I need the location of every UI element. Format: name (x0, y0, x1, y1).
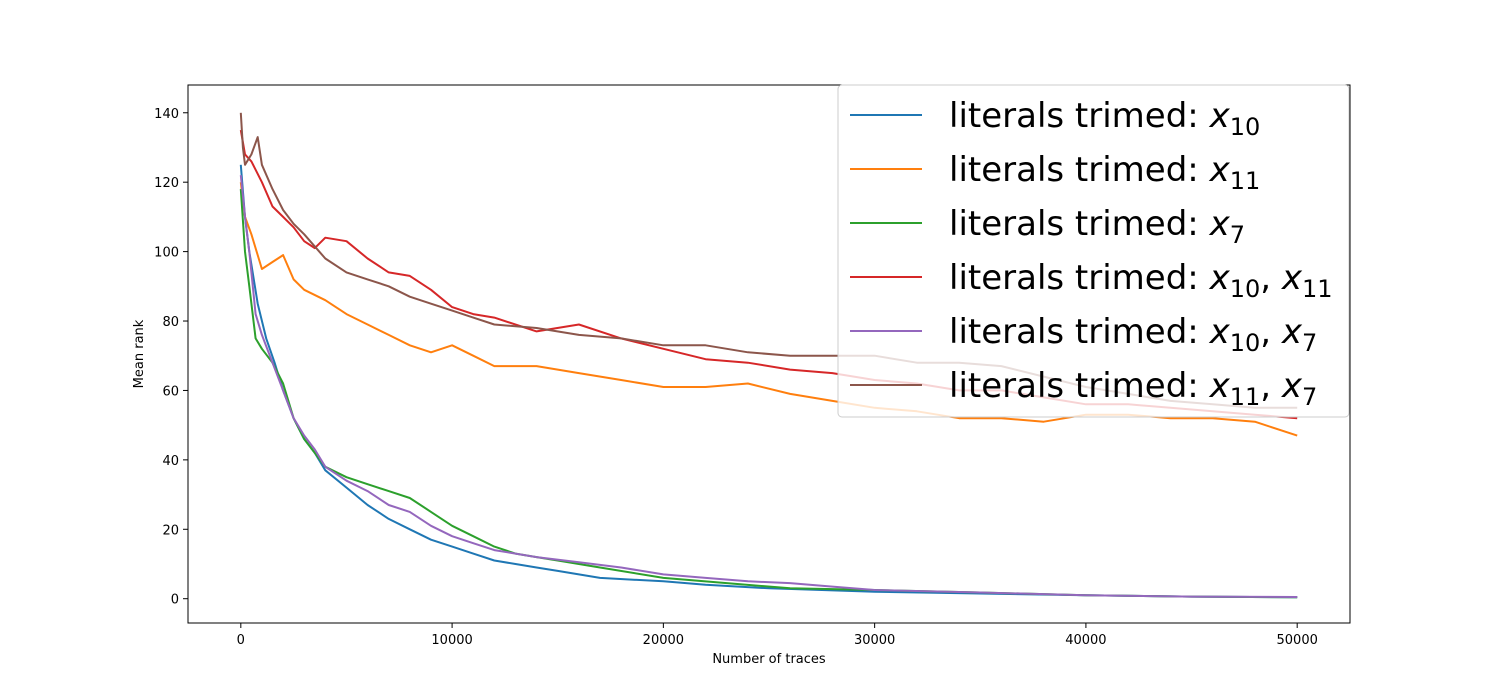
y-tick-label: 0 (171, 593, 179, 608)
legend: literals trimed: x10​ literals trimed: x1… (837, 84, 1350, 418)
legend-entry-5: literals trimed: x10​, x7​ (949, 312, 1317, 357)
legend-entry-6: literals trimed: x11​, x7​ (949, 366, 1317, 411)
legend-entry-2: literals trimed: x11​ (949, 150, 1260, 195)
series-line-5 (239, 175, 1298, 598)
y-tick-label: 60 (162, 384, 179, 399)
y-axis-label: Mean rank (132, 319, 147, 388)
x-tick-label: 20000 (643, 633, 684, 648)
legend-entry-1: literals trimed: x10​ (949, 96, 1260, 141)
y-tick-label: 80 (162, 315, 179, 330)
y-axis-ticks: 0 20 40 60 80 100 120 140 (154, 107, 188, 608)
legend-entry-3: literals trimed: x7​ (949, 204, 1245, 249)
y-tick-label: 40 (162, 454, 179, 469)
y-tick-label: 140 (154, 107, 179, 122)
series-line-1 (239, 164, 1298, 599)
x-tick-label: 50000 (1277, 633, 1318, 648)
x-tick-label: 10000 (431, 633, 472, 648)
legend-box (837, 84, 1350, 418)
legend-entry-4: literals trimed: x10​, x11​ (949, 258, 1333, 303)
y-tick-label: 100 (154, 246, 179, 261)
x-axis-ticks: 0 10000 20000 30000 40000 50000 (237, 623, 1318, 648)
x-tick-label: 0 (237, 633, 245, 648)
y-tick-label: 20 (162, 523, 179, 538)
y-tick-label: 120 (154, 176, 179, 191)
series-line-2 (239, 182, 1298, 437)
x-tick-label: 30000 (854, 633, 895, 648)
x-tick-label: 40000 (1065, 633, 1106, 648)
x-axis-label: Number of traces (712, 652, 826, 667)
